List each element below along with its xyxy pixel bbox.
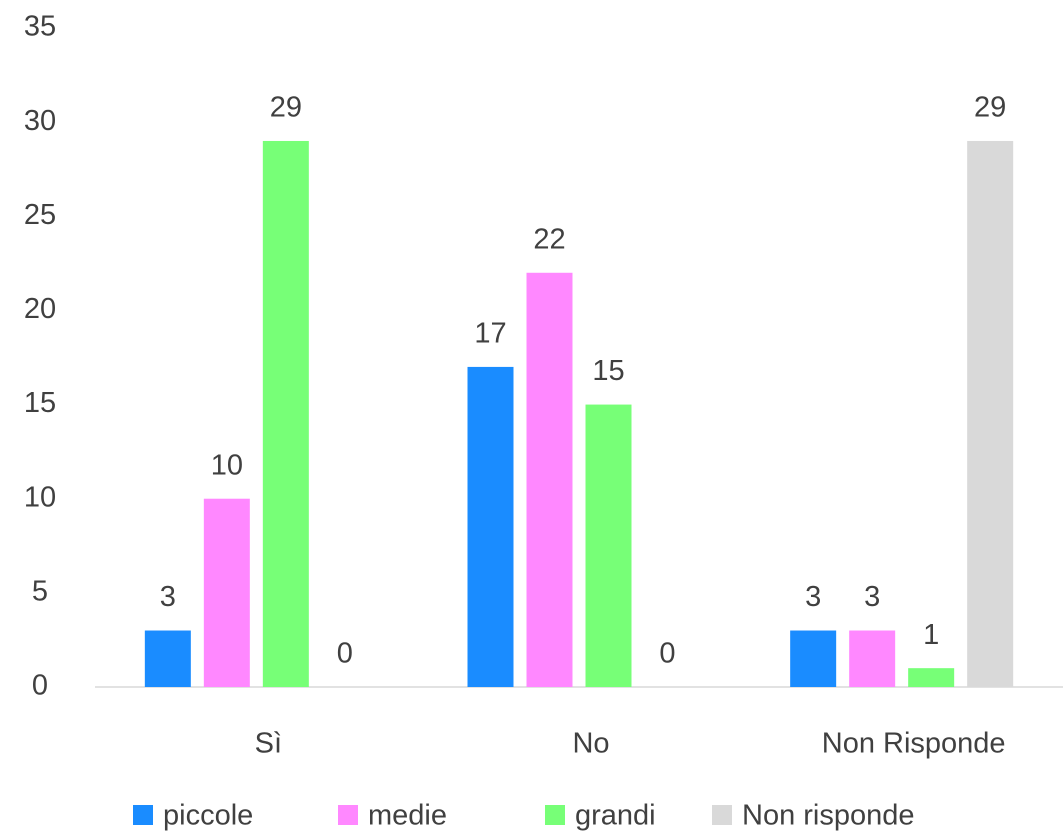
x-tick-label: Non Risponde — [822, 728, 1006, 760]
legend-swatch — [545, 805, 565, 825]
data-label: 1 — [923, 619, 939, 651]
bar — [790, 630, 837, 687]
x-tick-label: Sì — [255, 728, 282, 760]
y-tick-label: 30 — [24, 105, 56, 137]
data-label: 0 — [659, 638, 675, 670]
data-label: 10 — [211, 449, 243, 481]
bar — [967, 140, 1014, 687]
data-label: 3 — [160, 581, 176, 613]
y-tick-label: 0 — [32, 670, 48, 702]
bar — [849, 630, 896, 687]
y-tick-label: 20 — [24, 293, 56, 325]
y-tick-label: 5 — [32, 576, 48, 608]
y-tick-label: 35 — [24, 11, 56, 43]
legend-label: medie — [368, 800, 447, 832]
legend-swatch — [712, 805, 732, 825]
bar — [467, 366, 514, 687]
data-label: 3 — [805, 581, 821, 613]
data-label: 17 — [474, 318, 506, 350]
legend-swatch — [338, 805, 358, 825]
legend-label: Non risponde — [742, 800, 915, 832]
data-label: 29 — [270, 92, 302, 124]
x-tick-label: No — [572, 728, 609, 760]
y-tick-label: 15 — [24, 387, 56, 419]
data-label: 15 — [592, 355, 624, 387]
data-label: 3 — [864, 581, 880, 613]
legend-label: grandi — [575, 800, 656, 832]
bar — [144, 630, 191, 687]
data-label: 0 — [337, 638, 353, 670]
y-tick-label: 25 — [24, 199, 56, 231]
bar — [585, 404, 632, 687]
data-label: 29 — [974, 92, 1006, 124]
bar — [908, 668, 955, 687]
bar — [203, 498, 250, 687]
y-tick-label: 10 — [24, 481, 56, 513]
data-label: 22 — [533, 223, 565, 255]
legend-swatch — [133, 805, 153, 825]
legend-label: piccole — [163, 800, 253, 832]
bar — [262, 140, 309, 687]
bar — [526, 272, 573, 687]
